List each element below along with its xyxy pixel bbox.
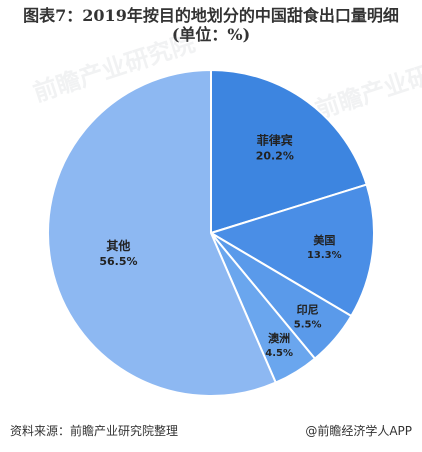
pie-chart-svg: 菲律宾 20.2% 美国 13.3% 印尼 5.5% 澳洲 4.5% 其他 56.5%: [47, 68, 375, 397]
pie-slice-2: [208, 183, 375, 318]
brand-credit: @前瞻经济学人APP: [305, 424, 412, 438]
pie-labels: 菲律宾 20.2% 美国 13.3% 印尼 5.5% 澳洲 4.5% 其他 56.5%: [99, 132, 341, 359]
chart-title: 图表7：2019年按目的地划分的中国甜食出口量明细 (单位：%): [0, 6, 422, 44]
slice-category-label: 澳洲: [268, 331, 290, 345]
footer: 资料来源：前瞻产业研究院整理 @前瞻经济学人APP: [10, 420, 412, 442]
slice-value-label: 56.5%: [99, 255, 137, 268]
chart-title-line1: 图表7：2019年按目的地划分的中国甜食出口量明细: [23, 6, 399, 25]
slice-category-label: 其他: [106, 238, 130, 253]
chart-title-unit: (单位：%): [171, 25, 251, 44]
source-note: 资料来源：前瞻产业研究院整理: [10, 424, 179, 438]
slice-category-label: 美国: [313, 233, 335, 247]
pie-chart: 菲律宾 20.2% 美国 13.3% 印尼 5.5% 澳洲 4.5% 其他 56.5%: [0, 50, 422, 415]
pie-slices: [47, 68, 375, 397]
slice-category-label: 印尼: [297, 304, 319, 317]
slice-category-label: 菲律宾: [257, 132, 293, 147]
pie-slice-1: [210, 68, 368, 235]
slice-value-label: 20.2%: [256, 149, 294, 162]
slice-value-label: 5.5%: [294, 320, 322, 331]
pie-slice-5: [47, 68, 278, 397]
slice-value-label: 13.3%: [307, 250, 342, 261]
slice-value-label: 4.5%: [265, 348, 293, 359]
